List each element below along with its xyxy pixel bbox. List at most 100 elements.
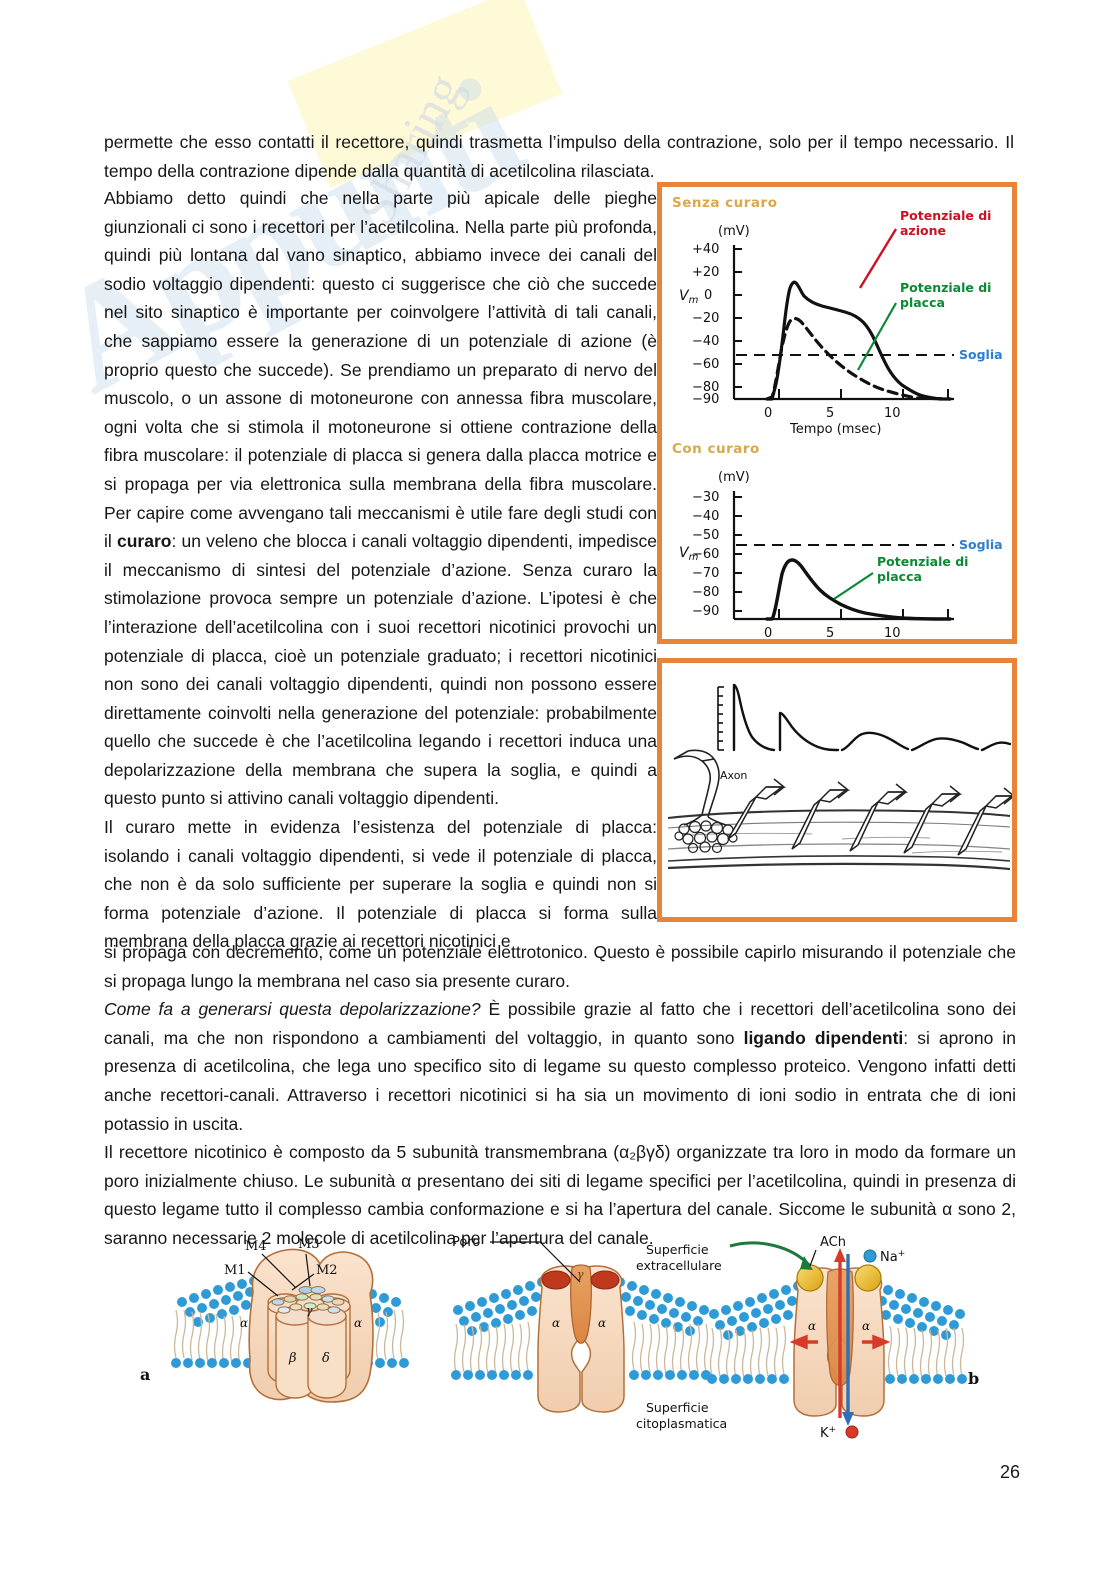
label-ach: ACh [820,1235,846,1250]
bilayer-mid-right-heads [615,1277,709,1336]
k-arrow-head [842,1412,854,1426]
electrode-4 [903,785,963,854]
label-extracellular-line2: extracellulare [636,1258,722,1273]
label-poro: Poro [452,1235,480,1250]
chart2-ytick-2: −50 [692,528,719,543]
chart2-annotation-threshold: Soglia [959,537,1003,552]
label-gamma-mid: γ [577,1268,584,1281]
chart1-annotation-plate-line2: placca [900,295,945,310]
electrode-3 [849,783,909,852]
bilayer-b-left-lower [707,1374,789,1384]
chart1-leader-action [858,228,898,289]
label-extracellular-line1: Superficie [646,1242,709,1257]
label-cytoplasmic-line1: Superficie [646,1400,709,1415]
chart1-xtick-0: 0 [764,406,772,421]
chart1-leader-plate [857,302,897,371]
label-gamma-a: γ [306,1304,313,1317]
bilayer-mid-left-tails [453,1321,531,1375]
chart1-annotation-threshold: Soglia [959,347,1003,362]
chart1-ytick-5: −60 [692,357,719,372]
na-ion-sphere [863,1249,877,1263]
label-cytoplasmic-line2: citoplasmatica [636,1416,727,1431]
paragraph-bottom-2a: È possibile grazie al fatto che i recett… [104,999,1016,1048]
binding-site-left [541,1270,571,1290]
label-alpha-a-right: α [354,1316,362,1330]
label-M2: M2 [316,1263,338,1278]
chart2-ytick-1: −40 [692,509,719,524]
label-M3: M3 [298,1237,320,1252]
label-alpha-a-left: α [240,1316,248,1330]
electrode-2 [791,781,851,850]
trace-5 [980,741,1012,752]
paragraph-bottom-2: Come fa a generarsi questa depolarizzazi… [104,995,1016,1138]
scale-bar [717,686,724,751]
chart2-xtick-2: 10 [884,626,901,639]
paragraph-body-1a: Abbiamo detto quindi che nella parte più… [104,188,657,552]
paragraph-bottom-3: Il recettore nicotinico è composto da 5 … [104,1142,1016,1248]
pore-channel-closed [570,1264,592,1344]
panel-b: Na+ K+ ACh α α b [707,1235,979,1441]
electrode-group [727,778,1012,856]
helix-discs-a [271,1286,345,1314]
chart1-ytick-2: 0 [704,288,712,303]
recorded-traces [732,683,1012,752]
chart1-y-unit: (mV) [718,224,750,239]
chart1-annotation-plate-line1: Potenziale di [900,280,991,295]
chart1-y-axis-label: Vm [679,288,699,306]
figure-curaro-graphs: Senza curaro (mV) Vm +40 +20 0 −20 −40 −… [657,182,1017,644]
label-beta-a: β [288,1351,297,1366]
chart1-ytick-1: +20 [692,265,719,280]
label-alpha-b-right: α [862,1319,870,1333]
bilayer-b-right-lower [885,1374,967,1384]
chart1-series-action-potential [765,280,952,401]
paragraph-body-1b: : un veleno che blocca i canali voltaggi… [104,531,657,809]
axon-electrodes-svg: Axon [667,683,1012,871]
chart2-annotation-plate-line1: Potenziale di [877,554,968,569]
bilayer-b-right-tails [887,1325,965,1379]
paragraph-column-block: Abbiamo detto quindi che nella parte più… [104,184,657,956]
keyword-ligando-dipendenti: ligando dipendenti [743,1027,904,1048]
chart2-ytick-0: −30 [692,490,719,505]
axon-label: Axon [720,769,747,782]
chart1-x-axis-label: Tempo (msec) [789,422,881,437]
chart-con-curaro: Con curaro (mV) Vm −30 −40 −50 −60 −70 −… [672,441,1003,639]
paragraph-bottom-block: si propaga con decremento, come un poten… [104,938,1016,1253]
label-M4: M4 [245,1239,267,1254]
chart1-ytick-6: −80 [692,380,719,395]
chart1-ytick-7: −90 [692,392,719,407]
label-alpha-mid-left: α [552,1316,560,1330]
panel-a-letter: a [140,1365,150,1384]
panel-closed-channel: α α γ Poro Superficie extracellulare Sup… [451,1235,727,1431]
chart1-xtick-2: 10 [884,406,901,421]
bilayer-mid-right-lower [629,1370,711,1380]
chart2-ytick-3: −60 [692,547,719,562]
label-alpha-b-left: α [808,1319,816,1333]
chart1-ytick-0: +40 [692,242,719,257]
label-k: K+ [820,1425,836,1441]
label-leaders-a [247,1253,315,1297]
figure-nicotinic-receptor: M4 M3 M1 M2 α α β δ γ a [120,1232,1000,1447]
chart-senza-curaro: Senza curaro (mV) Vm +40 +20 0 −20 −40 −… [672,195,1003,437]
chart2-xtick-0: 0 [764,626,772,639]
paragraph-intro: permette che esso contatti il recettore,… [104,132,1014,181]
chart2-xtick-1: 5 [826,626,834,639]
chart2-series-plate-potential [765,558,952,621]
page-number: 26 [999,1462,1020,1482]
panel-b-letter: b [968,1369,979,1388]
k-ion-sphere [845,1425,859,1439]
chart1-annotation-action-line1: Potenziale di [900,208,991,223]
chart2-ytick-5: −80 [692,585,719,600]
figure-axon-electrodes: Axon [657,658,1017,922]
trace-4 [910,737,980,752]
chart-title-senza-curaro: Senza curaro [672,195,777,211]
electrode-5 [957,787,1012,856]
bilayer-mid-left-lower [451,1370,533,1380]
bilayer-b-left-heads [709,1281,803,1340]
chart1-series-plate-potential [765,317,952,401]
paragraph-bottom-1: si propaga con decremento, come un poten… [104,942,1016,991]
label-alpha-mid-right: α [598,1316,606,1330]
conformation-arrows [789,1334,891,1350]
binding-site-right [590,1270,620,1290]
keyword-curaro: curaro [116,531,172,552]
